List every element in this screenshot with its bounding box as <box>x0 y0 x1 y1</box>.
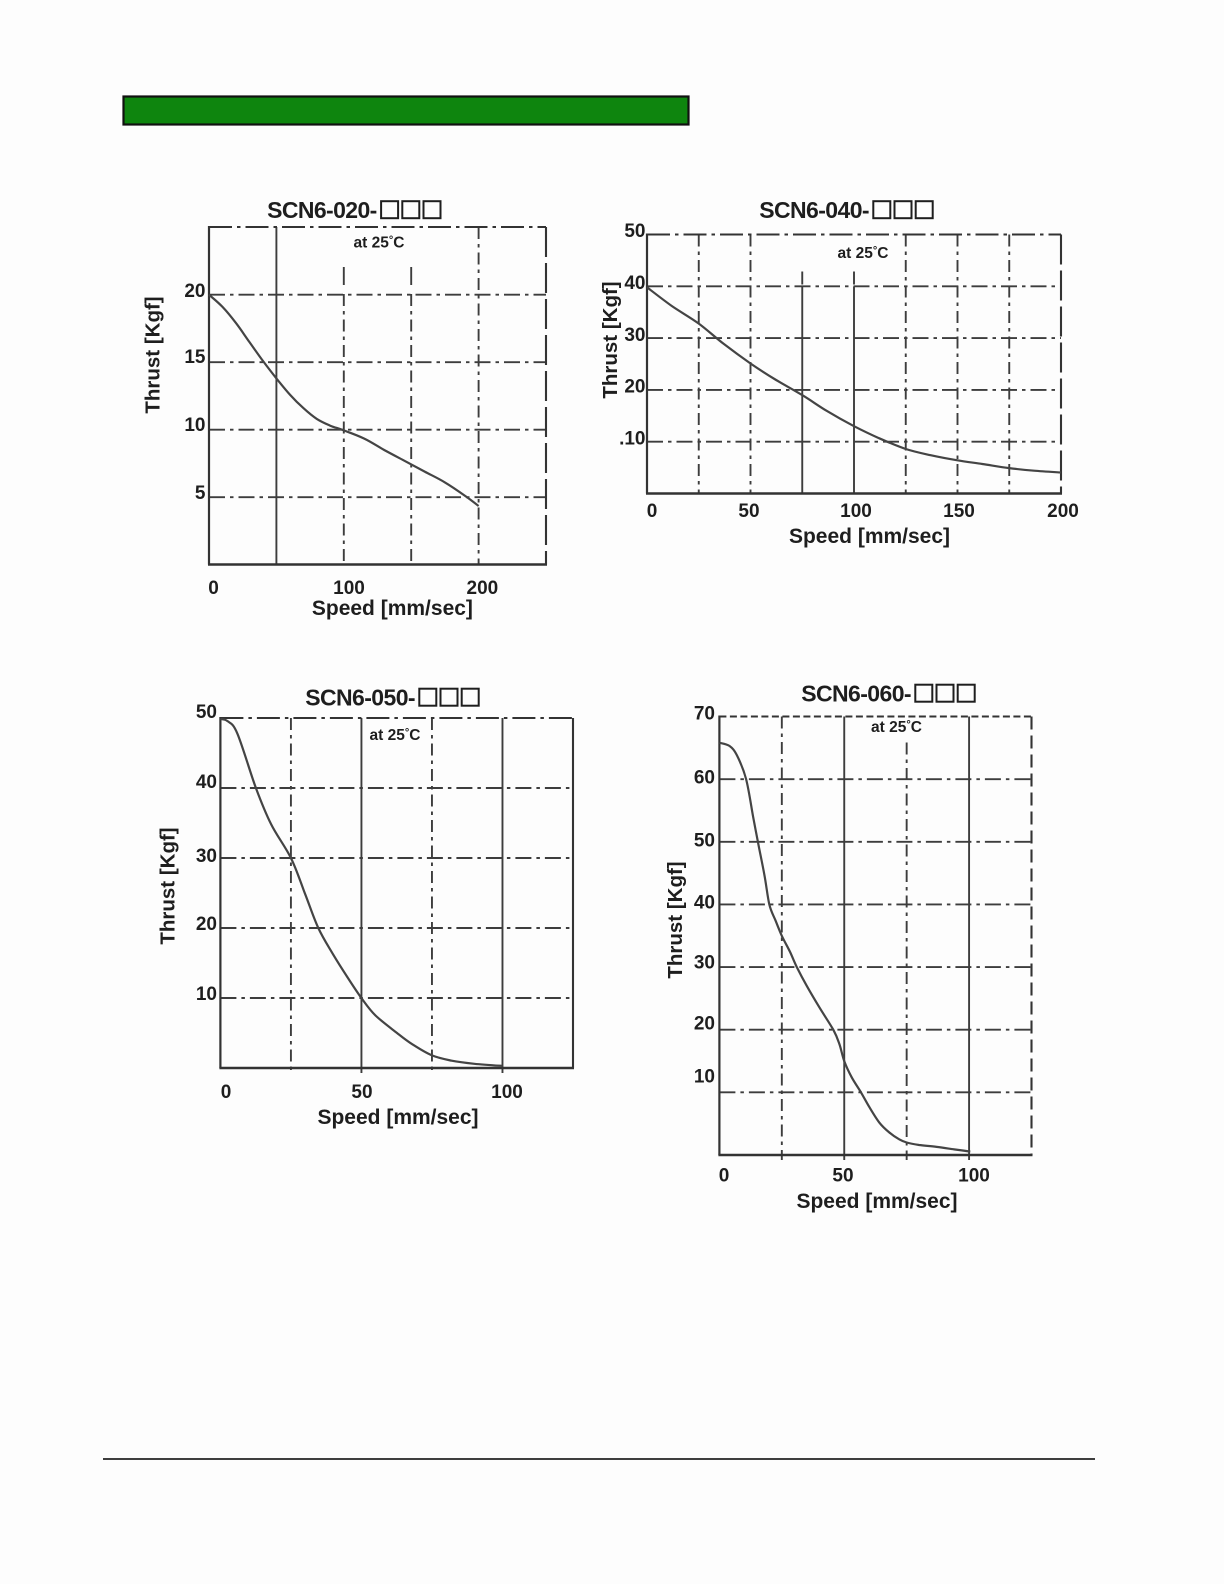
svg-text:50: 50 <box>196 702 217 723</box>
svg-text:Thrust [Kgf]: Thrust [Kgf] <box>664 861 687 978</box>
svg-text:Thrust [Kgf]: Thrust [Kgf] <box>142 296 165 413</box>
svg-text:at 25°C: at 25°C <box>838 245 889 262</box>
svg-text:30: 30 <box>196 846 217 867</box>
svg-text:30: 30 <box>624 325 645 346</box>
svg-text:at 25°C: at 25°C <box>354 235 405 252</box>
svg-text:100: 100 <box>958 1166 990 1187</box>
svg-text:10: 10 <box>694 1067 715 1088</box>
svg-text:10: 10 <box>196 984 217 1005</box>
svg-text:40: 40 <box>694 893 715 914</box>
svg-text:15: 15 <box>184 347 206 368</box>
svg-text:100: 100 <box>840 501 872 522</box>
svg-text:50: 50 <box>832 1166 853 1187</box>
svg-text:40: 40 <box>624 273 645 294</box>
svg-text:50: 50 <box>738 501 759 522</box>
svg-text:SCN6-020-: SCN6-020- <box>267 197 377 223</box>
svg-text:5: 5 <box>195 483 206 504</box>
svg-text:60: 60 <box>694 768 715 789</box>
svg-text:50: 50 <box>694 831 715 852</box>
svg-text:50: 50 <box>624 221 645 242</box>
svg-text:40: 40 <box>196 772 217 793</box>
svg-text:Speed [mm/sec]: Speed [mm/sec] <box>789 525 950 548</box>
svg-text:Speed [mm/sec]: Speed [mm/sec] <box>312 597 473 620</box>
svg-text:70: 70 <box>694 704 715 725</box>
svg-text:0: 0 <box>208 578 219 599</box>
svg-text:10: 10 <box>184 415 205 436</box>
svg-text:200: 200 <box>1047 501 1079 522</box>
svg-text:50: 50 <box>351 1082 372 1103</box>
svg-text:Thrust [Kgf]: Thrust [Kgf] <box>157 827 180 944</box>
svg-text:Speed [mm/sec]: Speed [mm/sec] <box>796 1190 957 1213</box>
svg-text:100: 100 <box>333 578 365 599</box>
svg-text:0: 0 <box>647 501 658 522</box>
svg-text:100: 100 <box>491 1082 523 1103</box>
svg-text:Speed [mm/sec]: Speed [mm/sec] <box>317 1106 478 1129</box>
svg-text:.10: .10 <box>619 428 645 449</box>
svg-text:SCN6-060-: SCN6-060- <box>801 681 911 707</box>
svg-text:0: 0 <box>221 1082 232 1103</box>
svg-text:30: 30 <box>694 953 715 974</box>
svg-text:20: 20 <box>624 377 645 398</box>
svg-text:SCN6-050-: SCN6-050- <box>305 685 415 711</box>
svg-text:150: 150 <box>943 501 975 522</box>
svg-text:0: 0 <box>719 1166 730 1187</box>
svg-text:Thrust [Kgf]: Thrust [Kgf] <box>599 281 622 398</box>
svg-text:20: 20 <box>694 1014 715 1035</box>
svg-text:at 25°C: at 25°C <box>871 719 922 736</box>
svg-text:20: 20 <box>184 281 205 302</box>
svg-text:at 25°C: at 25°C <box>370 727 421 744</box>
svg-text:20: 20 <box>196 914 217 935</box>
svg-text:SCN6-040-: SCN6-040- <box>759 197 869 223</box>
svg-text:200: 200 <box>467 578 499 599</box>
